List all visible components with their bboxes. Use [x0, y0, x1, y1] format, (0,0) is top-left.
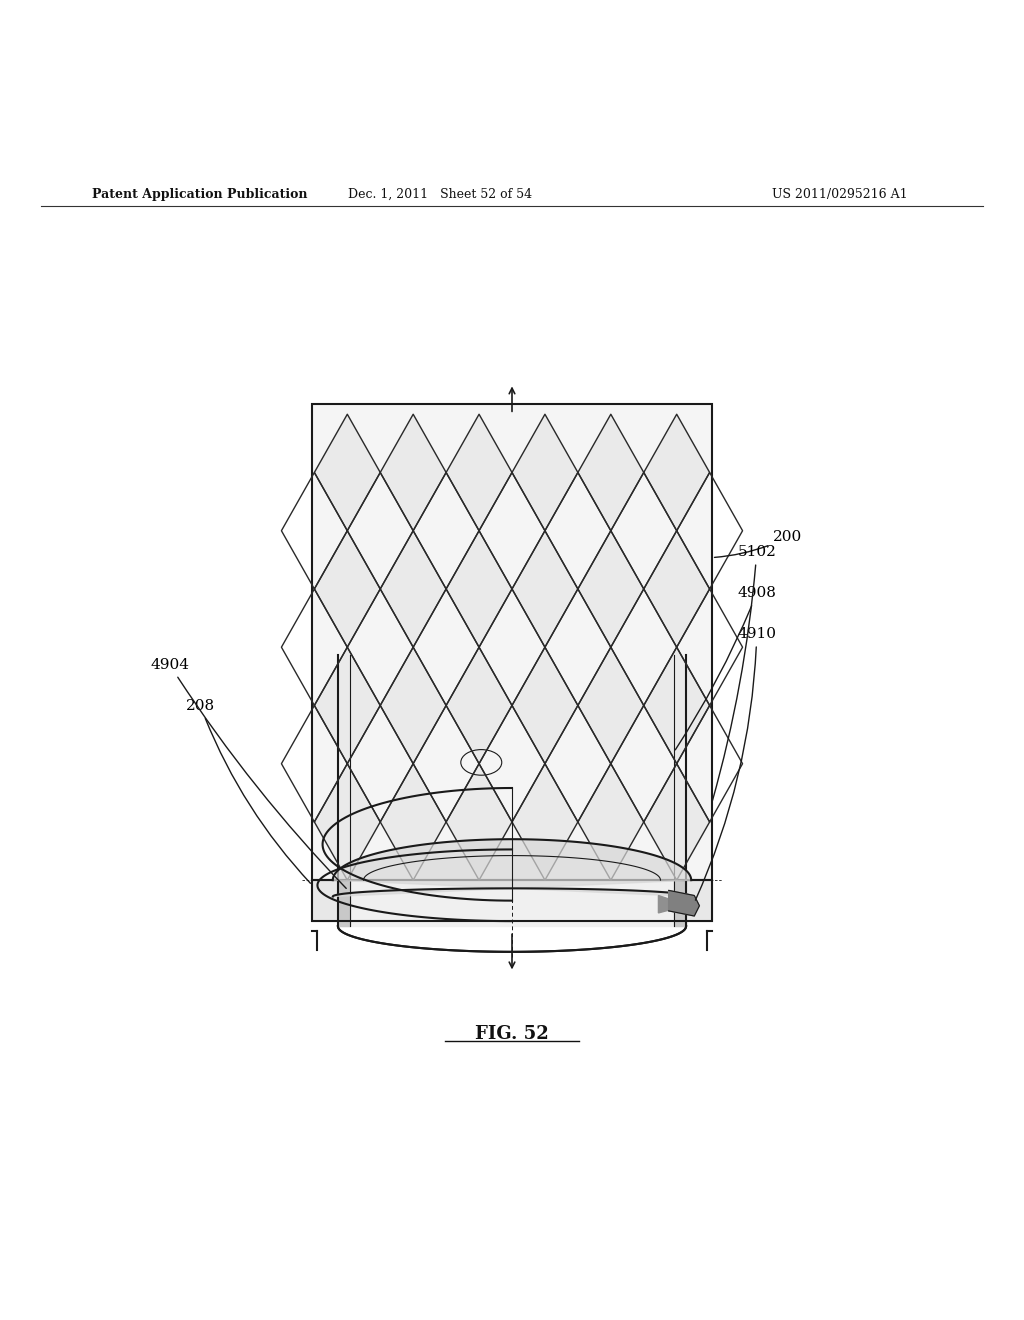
Text: 5102: 5102 [713, 545, 776, 801]
Text: US 2011/0295216 A1: US 2011/0295216 A1 [772, 187, 907, 201]
Text: 4910: 4910 [695, 627, 776, 900]
Text: 200: 200 [715, 531, 803, 557]
Polygon shape [314, 764, 380, 880]
Polygon shape [578, 531, 644, 647]
Polygon shape [314, 414, 380, 531]
Text: FIG. 52: FIG. 52 [475, 1024, 549, 1043]
Polygon shape [446, 647, 512, 764]
Polygon shape [380, 647, 446, 764]
Bar [312, 404, 712, 880]
Polygon shape [446, 764, 512, 880]
Polygon shape [644, 764, 710, 880]
Polygon shape [578, 414, 644, 531]
Polygon shape [644, 414, 710, 531]
Polygon shape [446, 531, 512, 647]
Polygon shape [380, 764, 446, 880]
Polygon shape [512, 414, 578, 531]
Polygon shape [314, 647, 380, 764]
Polygon shape [333, 840, 691, 896]
Polygon shape [578, 764, 644, 880]
Polygon shape [644, 531, 710, 647]
Polygon shape [644, 647, 710, 764]
Polygon shape [446, 414, 512, 531]
Text: Patent Application Publication: Patent Application Publication [92, 187, 307, 201]
Polygon shape [578, 647, 644, 764]
Polygon shape [314, 531, 380, 647]
Polygon shape [380, 531, 446, 647]
Polygon shape [512, 531, 578, 647]
Text: 208: 208 [186, 700, 310, 883]
Polygon shape [512, 647, 578, 764]
Text: Dec. 1, 2011   Sheet 52 of 54: Dec. 1, 2011 Sheet 52 of 54 [348, 187, 532, 201]
Polygon shape [669, 891, 699, 916]
Polygon shape [658, 895, 674, 913]
Text: 4904: 4904 [151, 659, 346, 888]
Polygon shape [380, 414, 446, 531]
Text: 4908: 4908 [675, 586, 776, 750]
Polygon shape [512, 764, 578, 880]
Bar [312, 880, 712, 921]
